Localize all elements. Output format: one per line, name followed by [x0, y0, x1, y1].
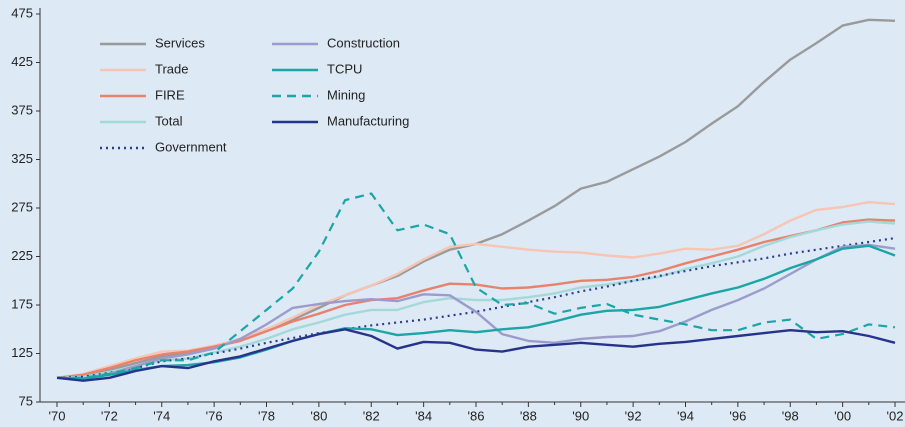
x-tick-label: '02 — [887, 408, 904, 423]
x-tick-label: '92 — [625, 408, 642, 423]
x-tick-label: '00 — [834, 408, 851, 423]
y-tick-label: 425 — [11, 54, 33, 69]
series-line — [56, 243, 896, 380]
series-line — [56, 218, 896, 379]
x-tick-label: '96 — [729, 408, 746, 423]
legend-label: Total — [155, 113, 183, 128]
y-tick-label: 475 — [11, 5, 33, 20]
x-tick-label: '98 — [782, 408, 799, 423]
legend-label: Construction — [327, 35, 400, 50]
x-tick-label: '84 — [415, 408, 432, 423]
series-line — [56, 328, 896, 382]
series-line — [57, 192, 896, 379]
legend-label: TCPU — [327, 61, 362, 76]
x-tick-label: '94 — [677, 408, 694, 423]
y-tick-label: 225 — [11, 248, 33, 263]
series-line — [56, 220, 896, 379]
legend-label: Mining — [327, 87, 365, 102]
y-tick-label: 125 — [11, 345, 33, 360]
legend-label: Manufacturing — [327, 113, 409, 128]
x-tick-label: '82 — [363, 408, 380, 423]
y-tick-label: 75 — [19, 393, 33, 408]
x-tick-label: '70 — [49, 408, 66, 423]
legend-label: Government — [155, 139, 227, 154]
x-tick-label: '76 — [206, 408, 223, 423]
y-tick-label: 375 — [11, 102, 33, 117]
x-tick-label: '90 — [572, 408, 589, 423]
legend-label: Trade — [155, 61, 188, 76]
series-line — [56, 244, 896, 380]
y-tick-label: 175 — [11, 296, 33, 311]
y-tick-label: 275 — [11, 199, 33, 214]
series-line — [56, 237, 896, 379]
x-tick-label: '72 — [101, 408, 118, 423]
legend-label: Services — [155, 35, 205, 50]
x-tick-label: '74 — [153, 408, 170, 423]
x-tick-label: '88 — [520, 408, 537, 423]
x-tick-label: '78 — [258, 408, 275, 423]
x-tick-label: '86 — [468, 408, 485, 423]
legend-label: FIRE — [155, 87, 185, 102]
y-tick-label: 325 — [11, 151, 33, 166]
x-tick-label: '80 — [310, 408, 327, 423]
